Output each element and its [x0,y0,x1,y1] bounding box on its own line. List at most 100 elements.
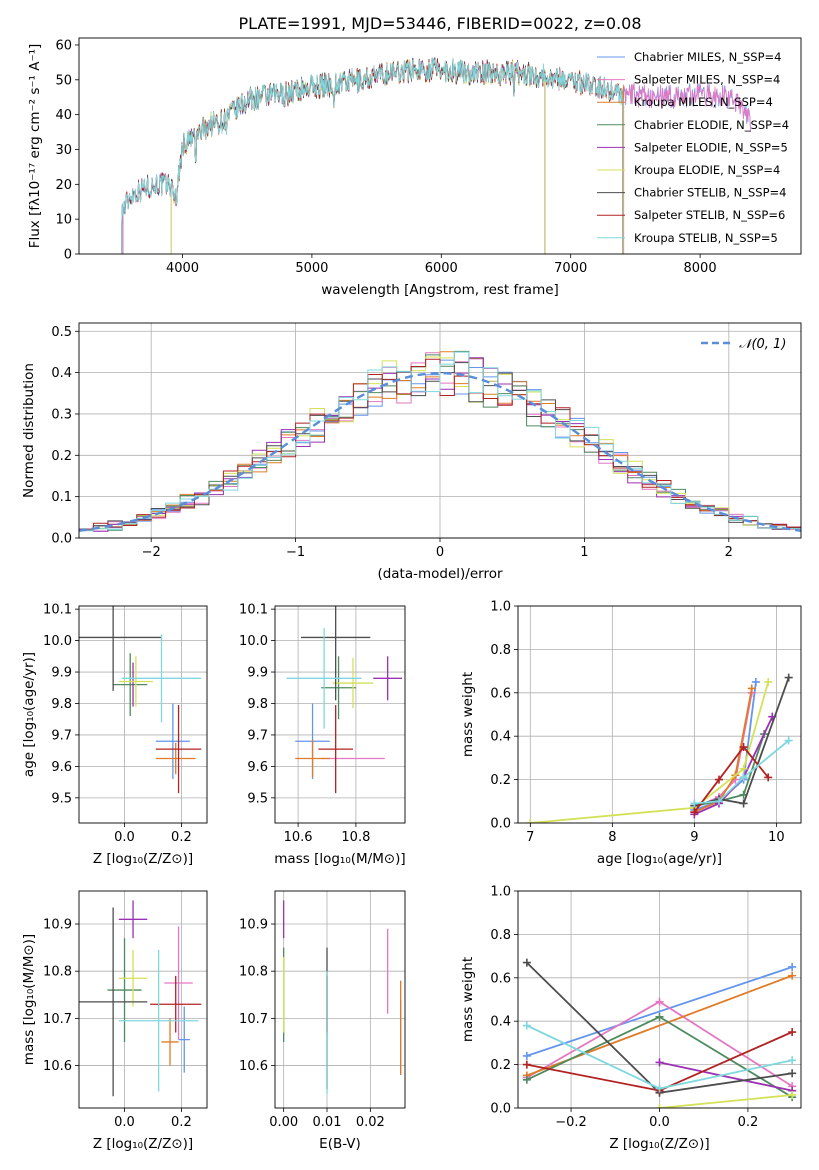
axes-frame [517,890,802,1109]
x-tick-label: 0 [436,545,444,560]
y-tick-label: 9.8 [51,697,72,712]
spectrum-line [121,57,623,254]
y-tick-label: 20 [55,178,72,193]
x-tick-label: 0.2 [171,830,192,845]
y-tick-label: 9.7 [247,728,268,743]
y-tick-label: 0.3 [51,407,72,422]
x-tick-label: 6000 [425,261,458,276]
weight-marker [788,1028,797,1037]
y-tick-label: 0.2 [51,449,72,464]
legend-entry: Kroupa STELIB, N_SSP=5 [634,231,778,245]
weight-marker [714,797,723,806]
weight-marker [739,764,748,773]
chart-weight-vs-age: 7 8 9 10 0.0 0.2 0.4 0.6 0.8 1.0 age [log₁₀(age/yr… [460,600,802,867]
axes-frame [274,605,406,824]
x-axis-label: wavelength [Angstrom, rest frame] [321,282,559,298]
weight-marker [526,819,535,823]
figure-title: PLATE=1991, MJD=53446, FIBERID=0022, z=0… [238,14,641,33]
x-tick-label: 10.6 [284,830,313,845]
weight-marker [784,673,793,682]
y-axis-label: mass weight [460,672,476,757]
x-tick-label: 10.8 [341,830,370,845]
plot-area [121,57,751,254]
weight-line [659,1061,793,1092]
plot-area [286,606,403,794]
weight-marker [522,958,531,967]
legend-entry: Salpeter ELODIE, N_SSP=5 [634,140,788,154]
weight-marker [788,962,797,971]
y-tick-label: 9.9 [51,666,72,681]
weight-marker [788,971,797,980]
axes-frame [517,605,802,824]
weight-marker [747,684,756,693]
x-tick-label: 0.00 [269,1115,298,1130]
weight-marker [751,677,760,686]
axes-frame [78,605,208,824]
axes-frame [78,890,208,1109]
weight-marker [655,1058,664,1067]
y-tick-label: 0.6 [490,686,511,701]
weight-marker [690,808,699,817]
x-axis-label: age [log₁₀(age/yr)] [597,851,722,867]
legend-entry: Salpeter STELIB, N_SSP=6 [634,208,785,222]
y-tick-label: 0.0 [490,817,511,832]
y-axis-label: mass weight [460,957,476,1042]
weight-marker [655,1012,664,1021]
plot-area [522,958,797,1108]
weight-line [694,733,765,807]
y-tick-label: 40 [55,108,72,123]
y-tick-label: 10.9 [43,918,72,933]
y-axis-label: Flux [fλ10⁻¹⁷ erg cm⁻² s⁻¹ A⁻¹] [27,44,43,249]
y-tick-label: 10.6 [239,1059,268,1074]
histogram-step [79,351,801,532]
x-tick-label: 0.01 [313,1115,342,1130]
y-tick-label: 0.4 [51,366,72,381]
y-tick-label: 9.5 [51,791,72,806]
y-tick-label: 1.0 [490,885,511,900]
legend: 𝒩(0, 1) [701,337,786,352]
y-tick-label: 0.4 [490,730,511,745]
legend-entry: Kroupa ELODIE, N_SSP=4 [634,163,780,177]
y-tick-label: 0.8 [490,928,511,943]
legend-entry: Chabrier ELODIE, N_SSP=4 [634,118,789,132]
weight-marker [788,1069,797,1078]
x-tick-label: −0.2 [555,1115,587,1130]
x-tick-label: 0.0 [649,1115,670,1130]
y-tick-label: 0.2 [490,773,511,788]
y-axis-label: mass [log₁₀(M/M⊙)] [21,934,37,1065]
weight-marker [739,799,748,808]
x-tick-label: 0.2 [738,1115,759,1130]
chart-weight-vs-Z: −0.2 0.0 0.2 0.0 0.2 0.4 0.6 0.8 1.0 Z [log₁₀(Z/Z… [460,885,802,1152]
y-tick-label: 10.1 [239,603,268,618]
x-tick-label: 1 [580,545,588,560]
weight-marker [784,736,793,745]
x-tick-label: 5000 [295,261,328,276]
x-tick-label: 2 [725,545,733,560]
y-tick-label: 10.0 [239,634,268,649]
y-tick-label: 0.2 [490,1058,511,1073]
weight-line [659,1094,793,1108]
y-tick-label: 9.8 [247,697,268,712]
x-tick-label: 8 [608,830,616,845]
x-tick-label: 0.0 [114,830,135,845]
y-tick-label: 0.5 [51,325,72,340]
weight-marker [655,1104,664,1108]
y-tick-label: 10.7 [43,1012,72,1027]
weight-line [530,681,770,823]
y-tick-label: 60 [55,38,72,53]
legend-entry: Kroupa MILES, N_SSP=4 [634,95,773,109]
x-tick-label: 8000 [684,261,717,276]
weight-line [693,745,769,813]
x-axis-label: (data-model)/error [377,566,503,582]
chart-residuals: −2 −1 0 1 2 0.0 0.1 0.2 0.3 0.4 0.5 (data-model)/er… [21,322,802,582]
x-axis-label: E(B-V) [319,1136,361,1152]
x-tick-label: −2 [142,545,161,560]
x-axis-label: Z [log₁₀(Z/Z⊙)] [93,1136,193,1152]
y-tick-label: 9.9 [247,666,268,681]
y-tick-label: 9.6 [51,760,72,775]
y-tick-label: 0 [64,248,72,263]
weight-marker [739,773,748,782]
legend-entry: 𝒩(0, 1) [739,337,786,352]
x-tick-label: 0.02 [356,1115,385,1130]
weight-marker [714,775,723,784]
